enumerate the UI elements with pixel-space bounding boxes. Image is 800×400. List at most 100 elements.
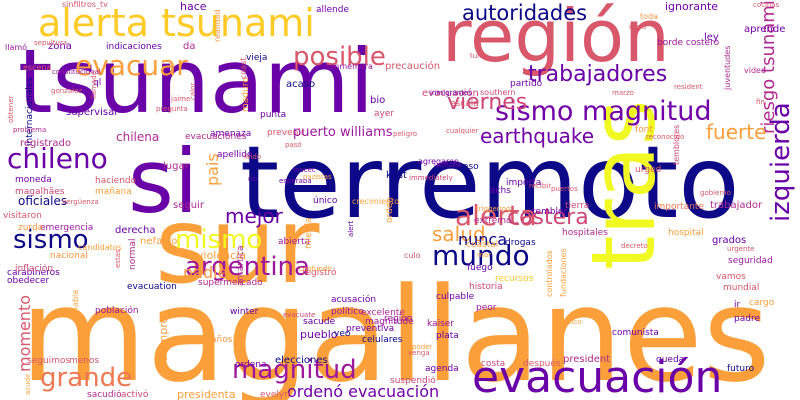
word-mar: mar [477,251,491,260]
word-trabajadores: trabajadores [528,61,668,87]
word-amenaza: amenaza [210,128,252,139]
word-posible: posible [293,41,386,72]
word-esperaba: esperaba [279,177,312,186]
word-evacuaciones: evacuaciones [185,131,247,142]
word-sismo-magnitud: sismo magnitud [495,95,712,127]
word-alerta-tsunami: alerta tsunami [38,0,315,45]
word-recursos: recursos [495,273,534,284]
word-sepultura: sepultura [34,39,68,48]
word-historia: historia [469,281,503,292]
word-viernes: viernes [447,89,528,115]
word-obtener: obtener [7,95,15,123]
word-mierda: mierda [304,217,314,249]
word-magallanes: magallanes [20,259,771,400]
word-activo: activó [121,389,149,400]
word-llamo: llamó [5,43,28,53]
word-politico: político [331,306,364,317]
word-paso: pasó [285,141,302,150]
word-unico: único [313,195,338,206]
word-ley: ley [704,31,719,43]
word-gobierno: gobierno [700,189,731,198]
word-llamado: llamado [90,70,98,99]
word-autoridades: autoridades [462,0,588,25]
word-nacional: nacional [50,250,88,261]
word-haciendo: haciendo [95,175,137,186]
word-nazistas: nazistas [303,173,332,182]
word-chileno: chileno [7,142,108,176]
word-comunista: comunista [612,327,659,338]
word-supermercado: supermercado [198,277,263,288]
word-seguir: seguir [173,199,204,211]
word-registrado: registrado [20,137,72,149]
word-lindo: lindo [244,153,262,162]
word-rio: río [248,175,258,184]
word-president: president [563,353,611,365]
word-zurda: zurda [18,222,44,233]
word-drogas: drogas [505,237,536,248]
word-veo: veo [334,328,351,339]
word-confundir: confundir [299,265,333,274]
word-magnitud: magnitud [232,354,357,385]
word-caso: caso [458,161,479,172]
word-nadie: nadie [183,262,228,282]
word-internacionales: internacionales [25,77,35,146]
word-agregaron: agregaron [418,157,460,167]
word-southern: southern [480,88,516,98]
word-mejor: mejor [225,203,283,228]
word-ignorante: ignorante [665,0,719,13]
word-cualquier: cualquier [446,127,479,136]
word-supervisar: supervisar [66,106,119,118]
word-conmemora: conmemora [325,62,373,72]
word-peor: peor [476,302,497,313]
word-ordena: ordena [235,359,267,370]
word-video: video [744,66,766,76]
word-importa: importa [506,177,542,188]
word-zona: zona [48,40,72,52]
word-suspendio: suspendió [390,375,436,386]
word-urgente: urgente [727,245,755,254]
word-kaiser: kaiser [427,318,454,329]
word-extremo: extremo [474,215,512,226]
word-grande: grande [40,362,133,393]
word-abierta: abierta [278,236,311,247]
word-habla: habla [71,289,80,312]
word-venga: venga [408,349,430,358]
word-ushuaia: ushuaia [434,161,462,170]
word-coast: coast [239,57,248,80]
word-escala: escala [450,98,479,109]
word-gonzalez: gonzalez [51,87,83,96]
word-earthquake: earthquake [480,123,595,148]
word-menos: menos [69,355,100,366]
word-padre: padre [734,313,760,324]
word-sacudio: sacudió [87,390,122,400]
word-despues: después [523,358,561,369]
word-mundo: mundo [432,239,530,273]
word-excelente: excelente [361,307,405,318]
word-decreto: decreto [621,242,648,251]
word-costa: costa [481,358,506,369]
word-achs: achs [490,185,511,196]
word-terremoto: terremoto [240,124,740,241]
word-elecciones: elecciones [275,354,328,366]
word-kast: kast [386,169,407,181]
word-constitucional: constitucional [52,68,101,77]
word-sismo: sismo [13,224,89,255]
word-magalhaes: magalhães [15,186,65,197]
word-ordeno-evacuacion: ordenó evacuación [287,382,440,400]
word-precaucion: precaución [385,60,441,72]
word-tsunami: tsunami [18,29,374,133]
word-acusacion: acusación [331,294,377,305]
word-mundial: mundial [723,282,760,293]
word-manana: mañana [95,186,132,197]
word-hospitales: hospitales [562,227,608,238]
word-orden: orden [385,196,395,223]
word-emergencia: emergencia [40,222,94,233]
word-tierra: tierra [565,200,590,211]
word-vamos: vamos [716,271,746,282]
word-hace: hace [180,0,207,13]
word-evacuate: evacuate [283,311,316,320]
word-queda: queda [656,354,685,365]
word-fuego: fuego [467,262,493,273]
word-culpable: culpable [436,291,475,302]
